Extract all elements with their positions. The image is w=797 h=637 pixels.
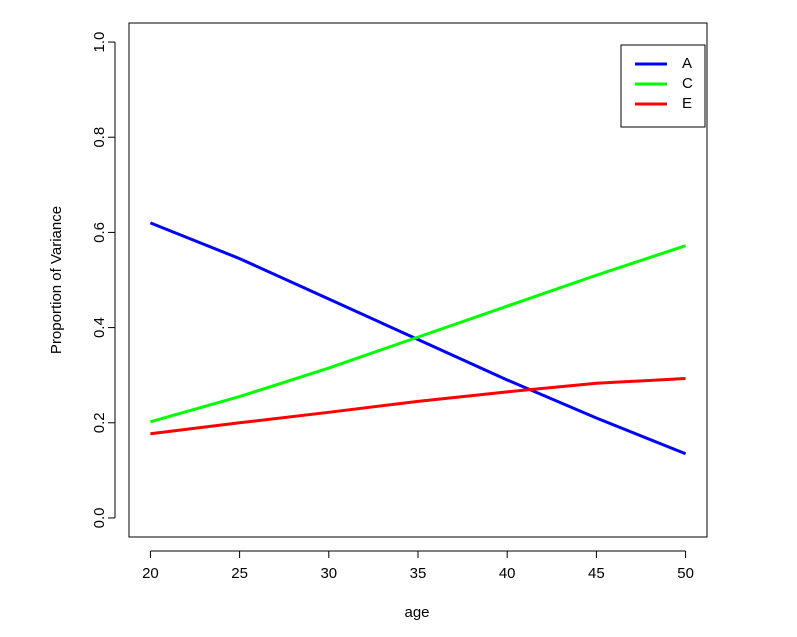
series-line (149, 221, 687, 456)
y-tick-label: 0.0 (91, 508, 108, 529)
x-tick-label: 25 (231, 565, 248, 582)
x-tick-label: 50 (677, 565, 694, 582)
x-tick-label: 45 (588, 565, 605, 582)
y-tick-label: 0.4 (91, 317, 108, 338)
y-tick-label: 1.0 (91, 32, 108, 53)
x-tick-label: 30 (320, 565, 337, 582)
y-tick-label: 0.2 (91, 412, 108, 433)
series-line (150, 377, 686, 436)
x-tick-label: 20 (142, 565, 159, 582)
x-tick-label: 35 (410, 565, 427, 582)
legend-label: E (682, 95, 692, 112)
y-tick-label: 0.8 (91, 127, 108, 148)
y-axis-label: Proportion of Variance (48, 206, 65, 354)
series-line (149, 244, 687, 424)
legend-label: A (682, 55, 692, 72)
x-tick-label: 40 (499, 565, 516, 582)
plot-box (128, 22, 708, 538)
legend-box (620, 44, 706, 128)
y-tick-label: 0.6 (91, 222, 108, 243)
legend-label: C (682, 75, 693, 92)
x-axis-label: age (404, 604, 429, 621)
